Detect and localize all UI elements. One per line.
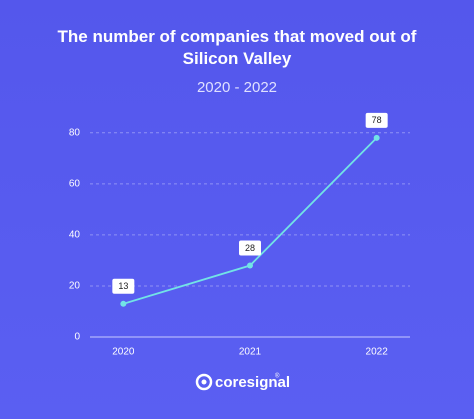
logo-icon [195, 373, 213, 391]
logo: coresignal ® [195, 373, 290, 391]
value-label-box [365, 112, 388, 128]
point [247, 262, 253, 269]
logo-icon-dot [201, 379, 207, 385]
value-label: 28 [245, 243, 255, 253]
point [120, 300, 127, 307]
y-tick-label: 20 [69, 281, 81, 292]
x-tick-label: 2021 [239, 347, 262, 358]
value-label: 78 [372, 115, 382, 125]
value-label-box [112, 278, 135, 294]
line [123, 137, 378, 305]
x-tick-label: 2022 [366, 347, 389, 358]
chart-title: The number of companies that moved out o… [57, 27, 417, 68]
x-tick-label: 2020 [112, 347, 135, 358]
y-tick-label: 60 [69, 178, 81, 189]
brand-name: coresignal [215, 374, 290, 391]
brand-mark: ® [275, 373, 280, 380]
y-tick-label: 0 [74, 332, 80, 343]
value-label-box [239, 240, 261, 256]
chart-subtitle: 2020 - 2022 [197, 79, 277, 96]
value-label: 13 [118, 281, 128, 291]
point [373, 134, 380, 141]
y-tick-label: 80 [69, 127, 81, 138]
y-tick-label: 40 [69, 230, 81, 241]
